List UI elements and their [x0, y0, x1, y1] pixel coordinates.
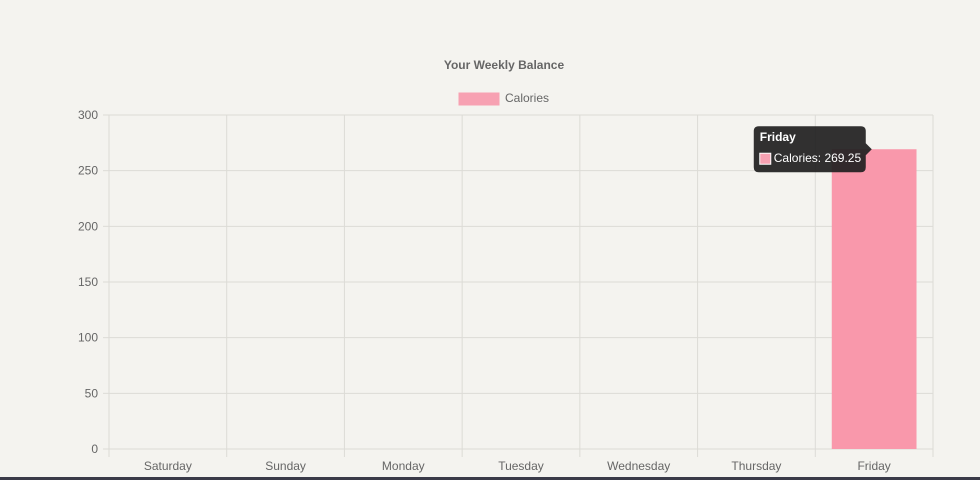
bar-friday[interactable]	[831, 149, 917, 450]
x-tick-label: Saturday	[144, 459, 192, 473]
tooltip-label: Calories: 269.25	[774, 151, 862, 165]
tooltip-swatch	[759, 152, 772, 165]
y-tick-label: 50	[85, 386, 99, 400]
y-tick-label: 300	[78, 108, 98, 122]
x-tick-label: Friday	[857, 459, 890, 473]
y-tick-label: 250	[78, 164, 98, 178]
x-tick-label: Sunday	[265, 459, 306, 473]
bar-series-calories	[831, 149, 917, 450]
chart-title: Your Weekly Balance	[444, 58, 565, 72]
legend-label-calories: Calories	[505, 91, 549, 105]
chart-grid	[108, 114, 934, 457]
y-tick-label: 100	[78, 331, 98, 345]
y-axis: 0 50 100 150 200 250 300	[78, 108, 109, 456]
x-axis: Saturday Sunday Monday Tuesday Wednesday Thur…	[144, 459, 891, 473]
y-tick-label: 150	[78, 275, 98, 289]
x-tick-label: Monday	[382, 459, 425, 473]
x-tick-label: Wednesday	[607, 459, 670, 473]
window-bottom-edge	[0, 477, 980, 480]
y-tick-label: 200	[78, 219, 98, 233]
tooltip-box	[753, 126, 872, 173]
x-tick-label: Thursday	[731, 459, 781, 473]
tooltip-title: Friday	[760, 130, 796, 144]
chart-tooltip: Friday Calories: 269.25	[753, 126, 872, 173]
legend[interactable]: Calories	[458, 91, 549, 106]
y-tick-label: 0	[91, 442, 98, 456]
x-tick-label: Tuesday	[498, 459, 544, 473]
legend-swatch-calories	[458, 92, 500, 106]
